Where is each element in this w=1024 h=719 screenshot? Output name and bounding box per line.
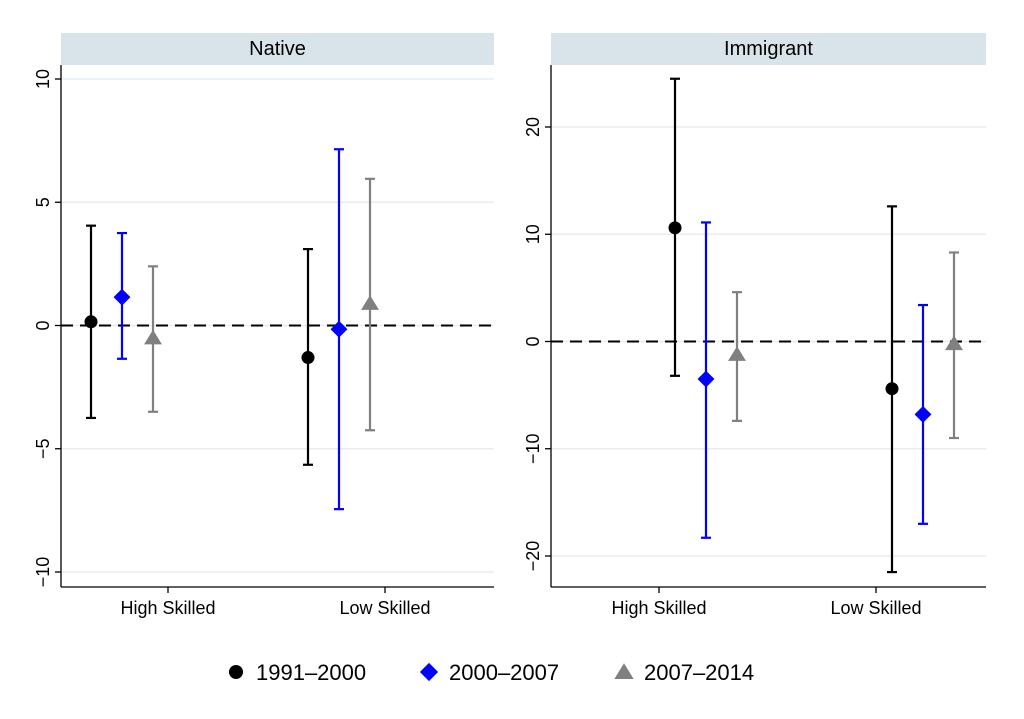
y-tick-label: 0 [33, 320, 53, 330]
legend: 1991–2000 2000–2007 2007–2014 [229, 660, 754, 685]
legend-marker [419, 662, 439, 682]
y-tick-label: −10 [523, 433, 543, 464]
panel-title: Native [249, 38, 306, 60]
legend-label: 2000–2007 [449, 660, 559, 685]
panel-1: Immigrant −20 −10 0 10 20 High Skilled Low Skil… [523, 33, 986, 618]
point-estimate-marker [330, 320, 348, 338]
y-tick-label: 10 [33, 69, 53, 89]
x-tick-label: High Skilled [120, 598, 215, 618]
legend-marker [614, 663, 634, 679]
point-estimate-marker [728, 346, 746, 361]
legend-label: 1991–2000 [256, 660, 366, 685]
panel-header [551, 33, 986, 65]
series-2 [728, 251, 963, 440]
panel-title: Immigrant [724, 38, 813, 60]
panel-header [61, 33, 494, 65]
legend-item-1: 2000–2007 [419, 660, 559, 685]
x-tick-label: Low Skilled [830, 598, 921, 618]
point-estimate-marker [361, 295, 379, 310]
x-tick-label: High Skilled [611, 598, 706, 618]
y-tick-label: 20 [523, 117, 543, 137]
legend-label: 2007–2014 [644, 660, 754, 685]
x-tick-label: Low Skilled [339, 598, 430, 618]
series-1 [113, 148, 348, 511]
series-2 [144, 177, 379, 432]
series-1 [697, 221, 932, 539]
point-estimate-marker [697, 370, 715, 388]
series-0 [84, 224, 315, 466]
point-estimate-marker [144, 329, 162, 345]
point-estimate-marker [914, 405, 932, 423]
point-estimate-marker [113, 288, 131, 306]
legend-item-2: 2007–2014 [614, 660, 754, 685]
point-estimate-marker [945, 335, 963, 351]
y-tick-label: −10 [33, 557, 53, 588]
panel-0: Native −10 −5 0 5 10 High Skilled Low Skilled [33, 33, 494, 618]
y-tick-label: 10 [523, 224, 543, 244]
point-estimate-marker [301, 351, 315, 365]
legend-item-0: 1991–2000 [229, 660, 366, 685]
y-tick-label: 0 [523, 336, 543, 346]
series-0 [668, 77, 899, 574]
point-estimate-marker [668, 221, 682, 235]
y-tick-label: 5 [33, 197, 53, 207]
y-tick-label: −20 [523, 541, 543, 572]
point-estimate-marker [885, 382, 899, 396]
legend-marker [229, 665, 243, 679]
point-estimate-marker [84, 315, 98, 329]
y-tick-label: −5 [33, 438, 53, 459]
